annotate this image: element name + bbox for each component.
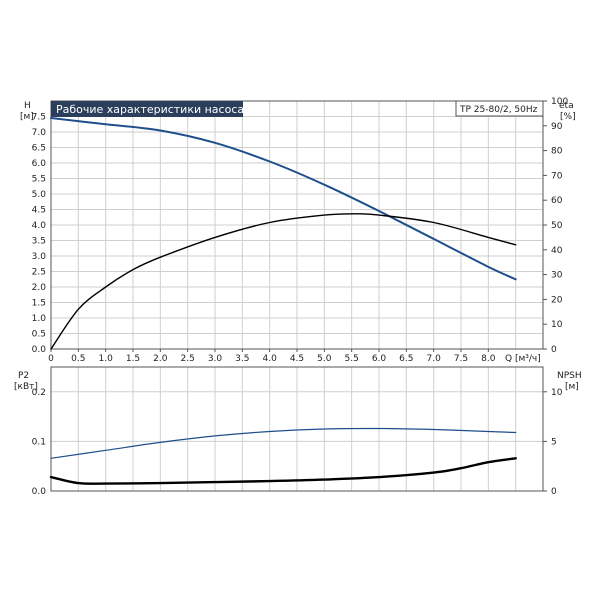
h-tick-label: 5.5 <box>32 175 46 185</box>
h-tick-label: 0.5 <box>32 330 46 340</box>
x-tick-label: 1.5 <box>126 354 140 364</box>
x-tick-label: 4.0 <box>263 354 278 364</box>
x-tick-label: 5.5 <box>345 354 359 364</box>
lower-plot-frame <box>50 366 544 492</box>
x-tick-label: 5.0 <box>317 354 332 364</box>
npsh-curve <box>49 457 517 485</box>
x-tick-label: 6.0 <box>372 354 387 364</box>
h-axis-label: H <box>24 101 31 111</box>
h-curve <box>50 117 517 281</box>
p2-tick-label: 0.1 <box>32 437 46 447</box>
x-tick-label: 0 <box>48 354 54 364</box>
x-tick-label: 2.0 <box>153 354 168 364</box>
h-tick-label: 6.0 <box>32 159 47 169</box>
eta-tick-label: 60 <box>551 196 563 206</box>
h-tick-label: 4.5 <box>32 206 46 216</box>
grid-lines <box>51 101 543 491</box>
h-tick-label: 0.0 <box>32 345 47 355</box>
h-tick-label: 2.0 <box>32 283 47 293</box>
h-tick-label: 6.5 <box>32 144 46 154</box>
chart-title: Рабочие характеристики насоса <box>56 103 244 116</box>
eta-tick-label: 70 <box>551 171 563 181</box>
npsh-tick-label: 0 <box>551 487 557 497</box>
x-tick-label: 1.0 <box>99 354 114 364</box>
h-tick-label: 7.0 <box>32 128 47 138</box>
h-tick-label: 2.5 <box>32 268 46 278</box>
x-tick-label: 4.5 <box>290 354 304 364</box>
eta-tick-label: 0 <box>551 345 557 355</box>
eta-curve <box>50 213 517 350</box>
model-label: TP 25-80/2, 50Hz <box>459 105 538 115</box>
h-tick-label: 7.5 <box>32 113 46 123</box>
h-tick-label: 1.0 <box>32 314 47 324</box>
h-tick-label: 3.0 <box>32 252 47 262</box>
x-tick-label: 7.5 <box>454 354 468 364</box>
x-tick-label: 6.5 <box>399 354 413 364</box>
x-tick-label: 8.0 <box>481 354 496 364</box>
h-tick-label: 5.0 <box>32 190 47 200</box>
h-axis-unit: [м] <box>20 112 34 122</box>
h-tick-label: 1.5 <box>32 299 46 309</box>
eta-tick-label: 80 <box>551 147 563 157</box>
eta-tick-label: 10 <box>551 320 563 330</box>
h-tick-label: 4.0 <box>32 221 47 231</box>
eta-tick-label: 20 <box>551 295 563 305</box>
x-tick-label: 0.5 <box>71 354 85 364</box>
eta-tick-label: 100 <box>551 97 568 107</box>
eta-tick-label: 40 <box>551 246 563 256</box>
eta-tick-label: 50 <box>551 221 563 231</box>
chart-title-box <box>51 101 243 117</box>
p2-tick-label: 0.2 <box>32 388 46 398</box>
x-tick-label: 2.5 <box>181 354 195 364</box>
eta-tick-label: 90 <box>551 122 563 132</box>
eta-tick-label: 30 <box>551 271 563 281</box>
npsh-tick-label: 5 <box>551 437 557 447</box>
tick-labels: 0 0.5 1.0 1.5 2.0 2.5 3.0 3.5 4.0 4.5 5.0 5.5 6.0 6.5… <box>32 97 569 497</box>
x-tick-label: 7.0 <box>427 354 442 364</box>
model-label-box <box>455 100 544 117</box>
eta-axis-unit: [%] <box>560 112 576 122</box>
x-tick-label: 3.5 <box>235 354 249 364</box>
npsh-axis-unit: [м] <box>565 382 579 392</box>
eta-axis-label: eta <box>559 101 574 111</box>
x-tick-label: 3.0 <box>208 354 223 364</box>
p2-tick-label: 0.0 <box>32 487 47 497</box>
p2-curve <box>50 427 517 459</box>
h-tick-label: 3.5 <box>32 237 46 247</box>
npsh-axis-label: NPSH <box>557 371 582 381</box>
p2-axis-unit: [кВт] <box>14 382 38 392</box>
p2-axis-label: P2 <box>18 371 29 381</box>
npsh-tick-label: 10 <box>551 388 563 398</box>
q-axis-label: Q [м³/ч] <box>505 354 541 364</box>
data-series <box>49 117 517 485</box>
